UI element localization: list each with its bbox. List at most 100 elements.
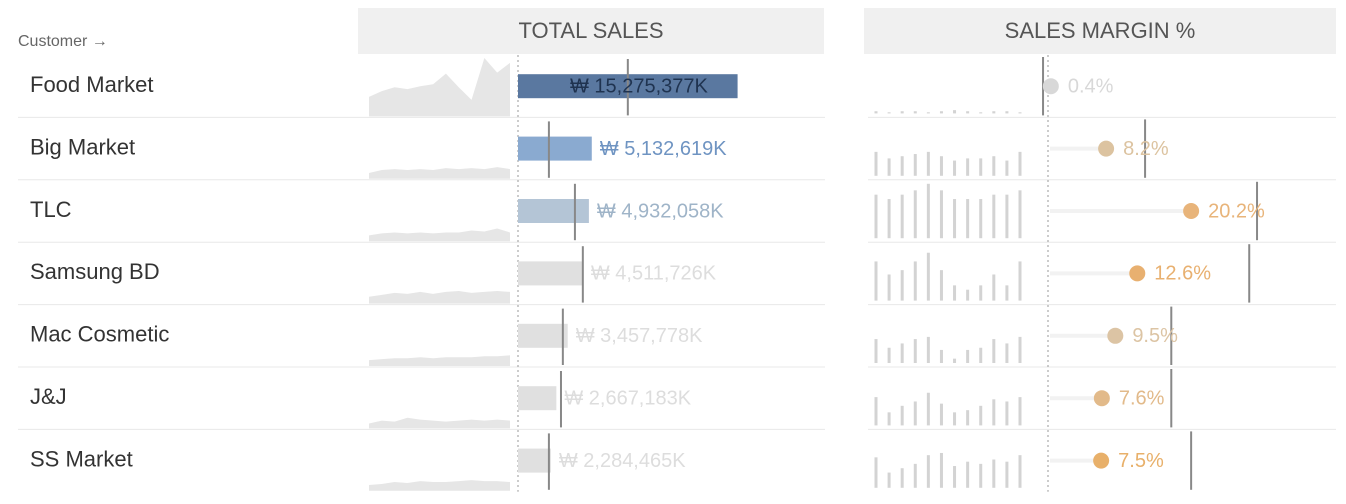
customer-label: Customer →: [18, 33, 108, 50]
value-label: ₩ 5,132,619K: [600, 138, 727, 160]
sparkline-bar: [1005, 285, 1009, 301]
value-label: 0.4%: [1068, 75, 1114, 97]
header-background: [358, 8, 824, 54]
header-background: [864, 8, 1336, 54]
sparkline-bar: [887, 347, 891, 363]
column-title: SALES MARGIN %: [1005, 18, 1196, 43]
sparkline-bar: [953, 160, 957, 176]
customer-name: Mac Cosmetic: [30, 322, 169, 347]
dot: [1129, 265, 1146, 282]
dot: [1098, 140, 1115, 157]
sparkline-bar: [900, 343, 904, 363]
sparkline-bar: [953, 466, 957, 488]
customer-name: Food Market: [30, 72, 154, 97]
sparkline-bar: [1018, 261, 1022, 301]
sparkline-bar: [887, 199, 891, 239]
sparkline-bar: [913, 261, 917, 301]
sparkline-bar: [900, 111, 904, 114]
dot: [1093, 452, 1110, 469]
value-label: ₩ 4,511,726K: [591, 263, 717, 285]
value-label: ₩ 15,275,377K: [570, 75, 709, 97]
sparkline-bar: [874, 457, 878, 488]
sparkline-bar: [979, 199, 983, 239]
sparkline-bar: [979, 112, 983, 114]
sparkline-bar: [900, 468, 904, 488]
sparkline-bar: [926, 151, 930, 176]
dot: [1107, 327, 1124, 344]
sparkline-bar: [992, 274, 996, 301]
sparkline-bar: [1018, 455, 1022, 488]
value-label: 12.6%: [1154, 263, 1211, 285]
sparkline-bar: [979, 405, 983, 426]
sparkline-bar: [913, 154, 917, 176]
sparkline-bar: [939, 156, 943, 176]
sparkline-area: [369, 167, 510, 179]
customer-name: SS Market: [30, 446, 133, 471]
sparkline-bar: [979, 347, 983, 363]
bar: [518, 199, 589, 223]
sparkline-bar: [874, 339, 878, 363]
value-label: 7.6%: [1119, 387, 1165, 409]
sparkline-bar: [953, 358, 957, 363]
sparkline-bar: [1018, 190, 1022, 239]
sparkline-bar: [992, 339, 996, 363]
sparkline-area: [369, 480, 510, 491]
sparkline-bar: [992, 459, 996, 488]
sparkline-bar: [887, 274, 891, 301]
sparkline-bar: [900, 156, 904, 176]
customer-name: Samsung BD: [30, 259, 160, 284]
sparkline-bar: [900, 194, 904, 239]
sparkline-bar: [966, 410, 970, 426]
sparkline-bar: [979, 285, 983, 301]
sparkline-area: [369, 290, 510, 304]
sparkline-bar: [992, 156, 996, 176]
value-label: 20.2%: [1208, 200, 1265, 222]
sparkline-bar: [1018, 397, 1022, 426]
sparkline-bar: [1018, 151, 1022, 176]
sparkline-bar: [966, 199, 970, 239]
sparkline-bar: [874, 261, 878, 301]
sparkline-bar: [1005, 111, 1009, 114]
sparkline-bar: [1005, 160, 1009, 176]
sparkline-bar: [874, 194, 878, 239]
sparkline-bar: [874, 111, 878, 114]
sparkline-bar: [1005, 461, 1009, 488]
sparkline-bar: [887, 112, 891, 114]
customer-name: TLC: [30, 197, 72, 222]
sparkline-bar: [913, 401, 917, 426]
sparkline-area: [369, 417, 510, 429]
sparkline-bar: [992, 399, 996, 426]
sparkline-bar: [900, 270, 904, 301]
value-label: ₩ 3,457,778K: [576, 325, 703, 347]
sparkline-bar: [953, 285, 957, 301]
sparkline-bar: [939, 270, 943, 301]
sparkline-bar: [887, 158, 891, 176]
bar: [518, 448, 551, 473]
sparkline-bar: [926, 183, 930, 239]
sparkline-bar: [939, 190, 943, 239]
value-label: ₩ 2,284,465K: [559, 450, 686, 472]
sparkline-bar: [966, 111, 970, 114]
sparkline-bar: [953, 110, 957, 114]
sparkline-bar: [926, 392, 930, 426]
sparkline-bar: [939, 452, 943, 488]
sparkline-bar: [887, 412, 891, 426]
sparkline-bar: [874, 151, 878, 176]
sparkline-bar: [900, 405, 904, 426]
sparkline-bar: [1018, 336, 1022, 363]
sparkline-bar: [874, 397, 878, 426]
sparkline-bar: [939, 349, 943, 363]
sparkline-bar: [939, 403, 943, 426]
dot: [1093, 390, 1110, 407]
sparkline-bar: [926, 455, 930, 488]
sparkline-bar: [926, 336, 930, 363]
sparkline-bar: [926, 112, 930, 114]
bar: [518, 386, 557, 411]
value-label: 7.5%: [1118, 450, 1164, 472]
sparkline-bar: [913, 339, 917, 363]
sparkline-bar: [966, 349, 970, 363]
sparkline-bar: [939, 111, 943, 114]
customer-name: Big Market: [30, 134, 135, 159]
sparkline-bar: [953, 199, 957, 239]
